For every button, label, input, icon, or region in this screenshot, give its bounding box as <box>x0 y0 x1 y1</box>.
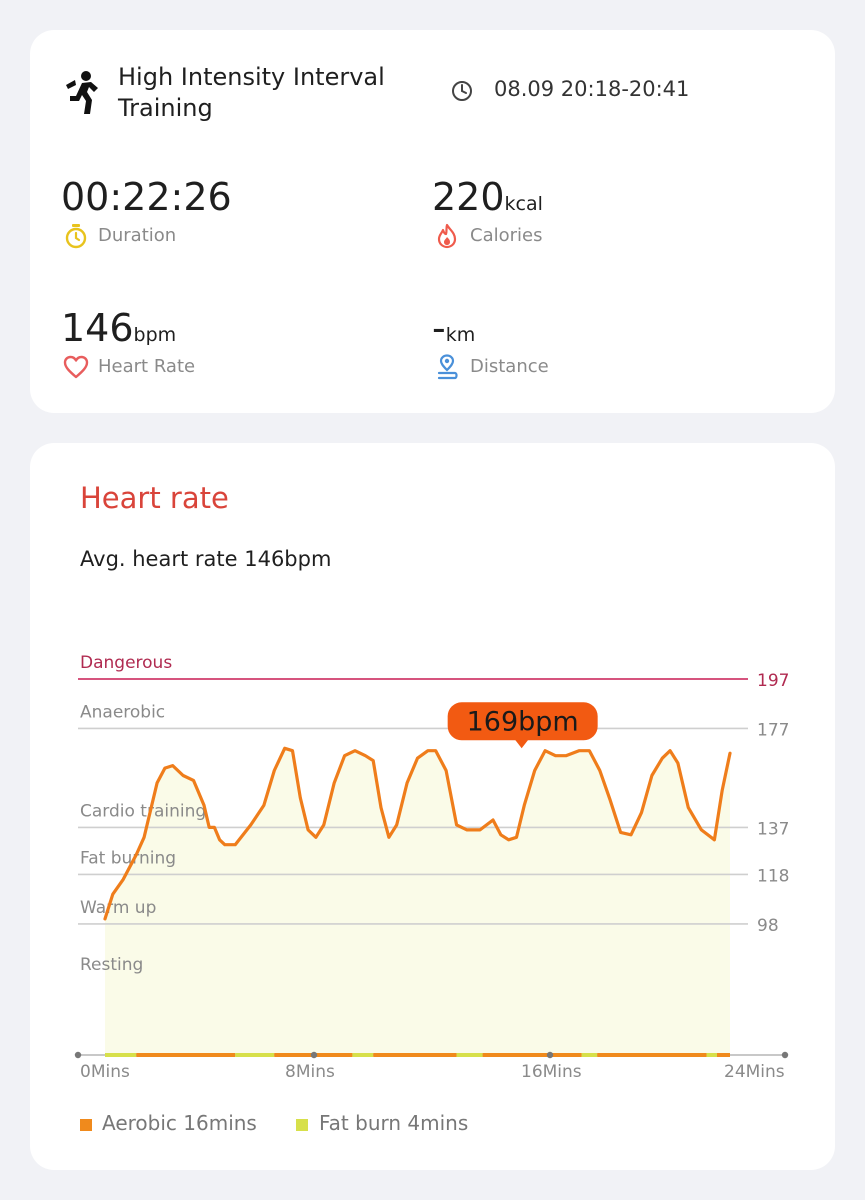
zone-label-warm-up: Warm up <box>80 898 156 918</box>
x-tick-dot <box>781 1051 789 1059</box>
zone-segment-aerobic <box>136 1053 236 1057</box>
workout-summary-card: High Intensity Interval Training 08.09 2… <box>30 30 835 413</box>
x-tick-label: 24Mins <box>724 1062 785 1082</box>
activity-title: High Intensity Interval Training <box>118 63 385 122</box>
x-tick-dot <box>74 1051 82 1059</box>
zone-label-dangerous: Dangerous <box>80 653 172 673</box>
heart-rate-chart[interactable]: 197 Dangerous 177 Anaerobic 137 Cardio traini… <box>30 623 835 1093</box>
legend-swatch-aerobic <box>80 1119 92 1131</box>
peak-annotation-pointer <box>514 739 529 749</box>
heart-rate-area-fill <box>105 748 730 1055</box>
clock-icon <box>452 81 472 101</box>
zone-segment-fat_burn <box>352 1053 374 1057</box>
heart-rate-line <box>103 746 732 921</box>
legend-fat-burn: Fat burn 4mins <box>319 1111 469 1135</box>
workout-time-range: 08.09 20:18-20:41 <box>494 77 690 101</box>
heart-rate-value: 146bpm <box>61 306 177 350</box>
y-tick-label-197: 197 <box>757 671 789 691</box>
x-tick-dot <box>546 1051 554 1059</box>
zone-label-anaerobic: Anaerobic <box>80 702 165 722</box>
zone-label-cardio-training: Cardio training <box>80 801 206 821</box>
x-tick-label: 8Mins <box>285 1062 335 1082</box>
calories-value: 220kcal <box>432 175 543 219</box>
avg-heart-rate: Avg. heart rate 146bpm <box>80 547 332 571</box>
heart-rate-label: Heart Rate <box>98 356 196 377</box>
peak-annotation-label: 169bpm <box>467 706 579 737</box>
zone-segment-aerobic <box>482 1053 582 1057</box>
duration-value: 00:22:26 <box>61 175 232 219</box>
y-tick-label-118: 118 <box>757 866 789 886</box>
location-pin-icon <box>437 354 458 380</box>
stopwatch-icon <box>65 224 87 249</box>
duration-label: Duration <box>98 225 177 246</box>
flame-icon <box>437 223 457 249</box>
legend-aerobic: Aerobic 16mins <box>102 1111 257 1135</box>
zone-segment-aerobic <box>373 1053 457 1057</box>
heart-rate-card: Heart rate Avg. heart rate 146bpm 197 Dan… <box>30 443 835 1170</box>
heart-icon <box>63 355 89 379</box>
y-tick-label-137: 137 <box>757 819 789 839</box>
distance-label: Distance <box>470 356 549 377</box>
zone-segment-aerobic <box>597 1053 707 1057</box>
x-tick-label: 16Mins <box>521 1062 582 1082</box>
zone-segment-fat_burn <box>105 1053 137 1057</box>
zone-segment-fat_burn <box>456 1053 483 1057</box>
heart-rate-section-title: Heart rate <box>80 481 229 515</box>
zone-segment-fat_burn <box>581 1053 598 1057</box>
running-person-icon <box>66 71 98 114</box>
x-tick-label: 0Mins <box>80 1062 130 1082</box>
x-tick-dot <box>310 1051 318 1059</box>
calories-label: Calories <box>470 225 543 246</box>
zone-label-fat-burning: Fat burning <box>80 848 176 868</box>
y-tick-label-177: 177 <box>757 720 789 740</box>
zone-segment-fat_burn <box>706 1053 717 1057</box>
zone-segment-fat_burn <box>235 1053 275 1057</box>
zone-segment-aerobic <box>716 1053 730 1057</box>
distance-value: -km <box>432 306 476 350</box>
y-tick-label-98: 98 <box>757 916 779 936</box>
legend-swatch-fat-burn <box>296 1119 308 1131</box>
zone-label-resting: Resting <box>80 955 143 975</box>
peak-annotation-bubble <box>447 702 598 741</box>
